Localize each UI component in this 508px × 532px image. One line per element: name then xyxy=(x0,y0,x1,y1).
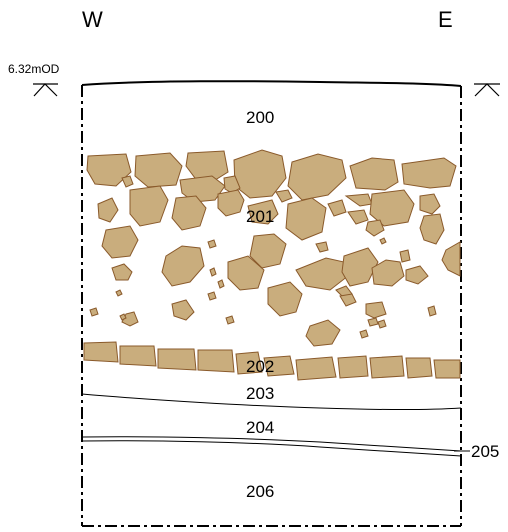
stone-53 xyxy=(427,305,437,317)
stone-44 xyxy=(339,293,357,307)
stone-3 xyxy=(233,149,287,199)
stone-layer-201 xyxy=(83,149,461,381)
context-label-203: 203 xyxy=(246,384,274,403)
stone-29 xyxy=(161,245,205,287)
context-label-202: 202 xyxy=(246,357,274,376)
stone-22 xyxy=(419,213,445,245)
stone-62 xyxy=(295,356,337,381)
context-label-204: 204 xyxy=(246,418,274,437)
stone-63 xyxy=(337,355,369,379)
stone-15 xyxy=(275,189,293,203)
stone-24 xyxy=(207,239,217,249)
stone-25 xyxy=(249,233,287,269)
datum-marker-left xyxy=(33,83,58,97)
stone-37 xyxy=(209,267,217,277)
stone-27 xyxy=(379,237,387,245)
stone-51 xyxy=(367,317,379,327)
stone-38 xyxy=(405,265,429,285)
boundary-204-205-upper xyxy=(81,436,462,452)
context-label-200: 200 xyxy=(246,108,274,127)
stone-58 xyxy=(157,348,197,371)
stone-30 xyxy=(227,255,265,291)
stone-9 xyxy=(121,175,134,188)
context-label-205: 205 xyxy=(471,442,499,461)
stone-35 xyxy=(441,241,461,277)
stone-10 xyxy=(129,185,169,227)
stone-26 xyxy=(365,219,385,237)
stone-5 xyxy=(349,157,399,191)
stone-6 xyxy=(401,157,457,189)
stone-57 xyxy=(119,345,157,367)
stone-32 xyxy=(341,247,379,287)
stone-19 xyxy=(347,209,369,225)
stone-23 xyxy=(101,225,139,259)
stone-1 xyxy=(134,152,183,188)
stone-60 xyxy=(235,351,263,375)
stone-21 xyxy=(419,193,441,215)
stone-45 xyxy=(171,299,195,321)
stone-50 xyxy=(365,301,387,319)
west-label: W xyxy=(82,7,103,32)
stone-46 xyxy=(121,311,139,327)
stone-55 xyxy=(359,329,369,339)
stone-17 xyxy=(327,199,347,217)
stone-33 xyxy=(371,259,405,287)
stone-52 xyxy=(377,319,387,329)
stone-47 xyxy=(119,313,127,321)
boundary-203-204 xyxy=(81,393,462,410)
stone-42 xyxy=(267,281,303,317)
stone-7 xyxy=(179,175,226,203)
stone-31 xyxy=(295,257,349,291)
stone-54 xyxy=(305,319,341,347)
stone-18 xyxy=(344,193,373,207)
stone-48 xyxy=(89,307,99,317)
stone-11 xyxy=(97,197,119,223)
stone-41 xyxy=(207,291,217,301)
stone-34 xyxy=(399,249,411,263)
stone-39 xyxy=(115,289,123,297)
stone-13 xyxy=(217,189,245,217)
datum-label: 6.32mOD xyxy=(8,62,60,76)
stone-28 xyxy=(315,241,329,253)
stone-12 xyxy=(171,195,207,231)
stone-14 xyxy=(247,199,279,225)
context-label-206: 206 xyxy=(246,482,274,501)
stone-20 xyxy=(369,189,415,227)
ground-surface-line xyxy=(81,80,462,87)
stone-65 xyxy=(405,357,433,379)
boundary-205-206-lower xyxy=(81,440,462,457)
stone-64 xyxy=(369,355,405,379)
stone-0 xyxy=(86,153,132,187)
stone-59 xyxy=(197,349,235,373)
stone-40 xyxy=(217,279,225,289)
stone-56 xyxy=(83,341,119,363)
stone-4 xyxy=(287,153,347,201)
east-label: E xyxy=(438,7,453,32)
context-label-201: 201 xyxy=(246,207,274,226)
stone-61 xyxy=(263,355,295,377)
stone-16 xyxy=(285,197,327,241)
stone-49 xyxy=(225,315,235,325)
datum-marker-right xyxy=(474,83,500,97)
stone-66 xyxy=(433,359,461,379)
stone-36 xyxy=(111,263,133,281)
